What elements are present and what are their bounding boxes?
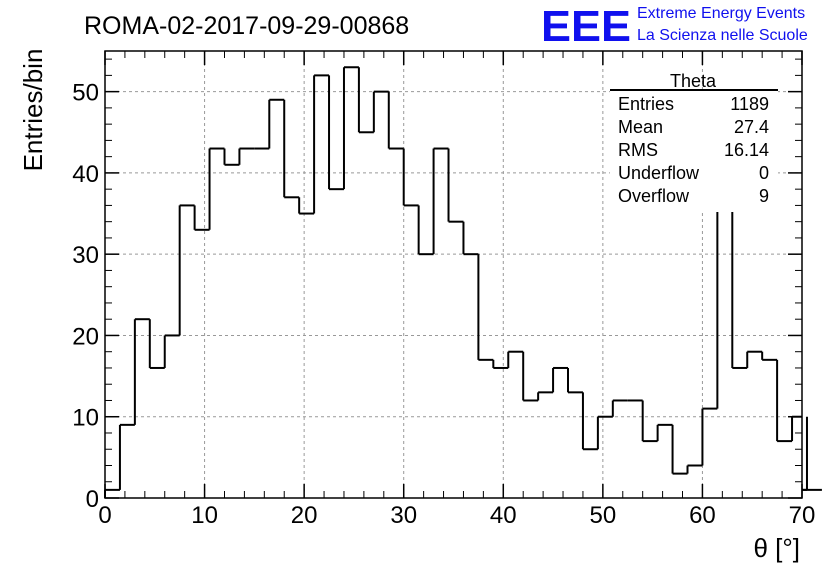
x-tick-label: 20 — [291, 502, 318, 529]
y-tick-label: 50 — [72, 80, 99, 107]
x-tick-label: 0 — [98, 502, 111, 529]
x-tick-label: 60 — [689, 502, 716, 529]
x-tick-label: 30 — [390, 502, 417, 529]
histogram-line — [104, 66, 822, 498]
stats-label-mean: Mean — [618, 117, 663, 137]
stats-value-mean: 27.4 — [734, 117, 769, 137]
stats-value-entries: 1189 — [730, 94, 769, 114]
stats-value-rms: 16.14 — [724, 140, 769, 160]
x-tick-label: 10 — [191, 502, 218, 529]
y-tick-label: 40 — [72, 161, 99, 188]
stats-box-title: Theta — [670, 71, 717, 91]
y-tick-label: 30 — [72, 242, 99, 269]
stats-label-entries: Entries — [618, 94, 674, 114]
plot-frame — [104, 50, 803, 499]
x-axis-title: θ [°] — [753, 533, 800, 563]
logo-line-2: La Scienza nelle Scuole — [637, 27, 808, 44]
y-tick-label: 10 — [72, 405, 99, 432]
x-tick-label: 50 — [590, 502, 617, 529]
y-tick-label: 20 — [72, 323, 99, 350]
stats-value-underflow: 0 — [759, 163, 769, 183]
stats-box: Theta Entries 1189 Mean 27.4 RMS 16.14 U… — [610, 71, 778, 212]
eee-logo: EEE — [541, 2, 631, 51]
stats-value-overflow: 9 — [759, 186, 769, 206]
axes: 0 10 20 30 40 50 60 70 0 10 20 30 40 50 — [72, 50, 816, 529]
y-axis-title: Entries/bin — [18, 49, 48, 172]
stats-label-underflow: Underflow — [618, 163, 700, 183]
y-tick-label: 0 — [86, 486, 99, 513]
stats-label-overflow: Overflow — [618, 186, 690, 206]
run-title: ROMA-02-2017-09-29-00868 — [84, 12, 409, 40]
x-tick-label: 40 — [490, 502, 517, 529]
stats-box-background — [610, 90, 778, 212]
x-tick-label: 70 — [789, 502, 816, 529]
stats-label-rms: RMS — [618, 140, 658, 160]
logo-line-1: Extreme Energy Events — [637, 5, 805, 22]
